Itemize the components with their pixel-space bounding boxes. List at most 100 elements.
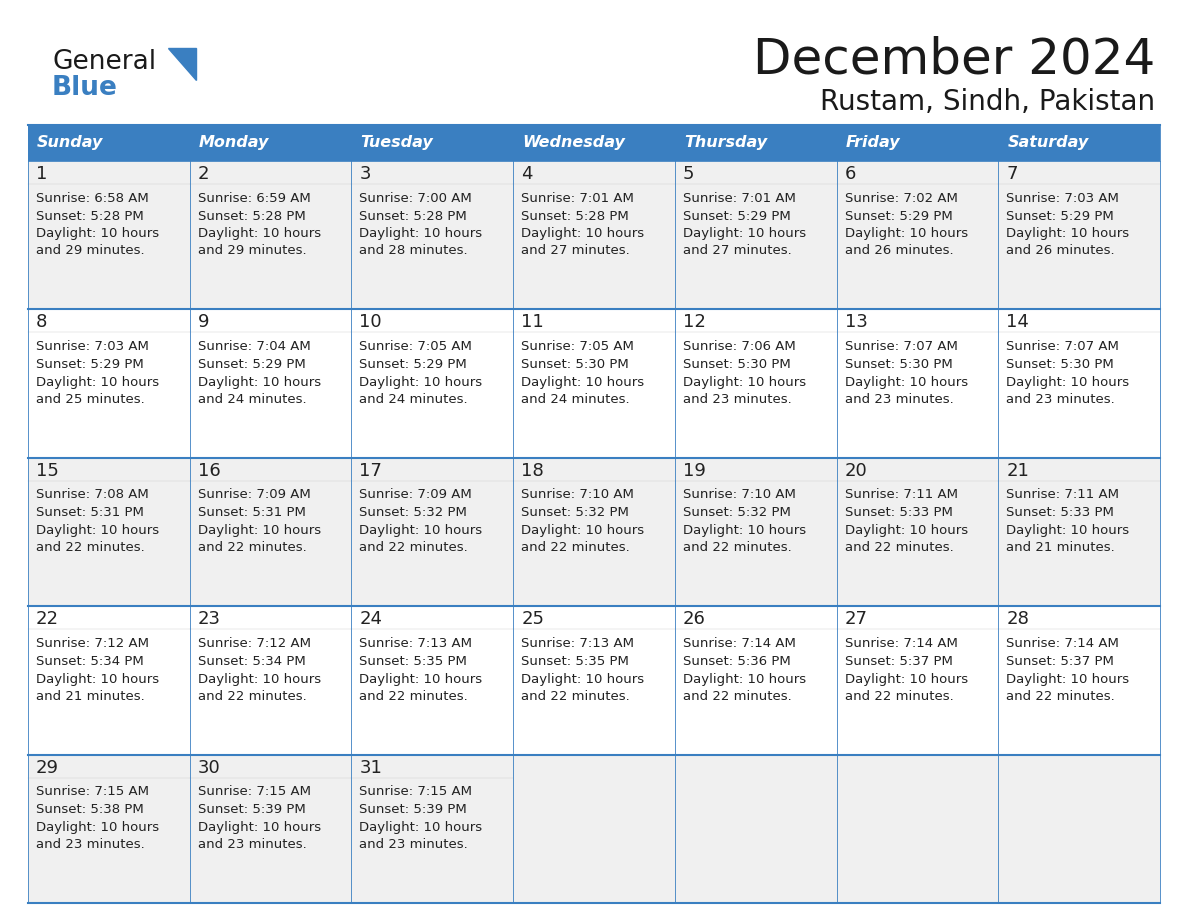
Text: and 23 minutes.: and 23 minutes. — [197, 838, 307, 851]
Text: Sunset: 5:29 PM: Sunset: 5:29 PM — [360, 358, 467, 371]
Text: 16: 16 — [197, 462, 221, 480]
Text: and 22 minutes.: and 22 minutes. — [845, 689, 953, 702]
Text: Tuesday: Tuesday — [360, 136, 434, 151]
Text: 30: 30 — [197, 758, 221, 777]
Bar — [513, 755, 675, 903]
Text: Daylight: 10 hours: Daylight: 10 hours — [36, 673, 159, 686]
Bar — [998, 161, 1159, 309]
Text: Sunrise: 7:11 AM: Sunrise: 7:11 AM — [845, 488, 958, 501]
Text: Sunset: 5:32 PM: Sunset: 5:32 PM — [683, 507, 791, 520]
Text: Sunset: 5:33 PM: Sunset: 5:33 PM — [1006, 507, 1114, 520]
Text: Daylight: 10 hours: Daylight: 10 hours — [197, 673, 321, 686]
Text: and 21 minutes.: and 21 minutes. — [36, 689, 145, 702]
Text: and 21 minutes.: and 21 minutes. — [1006, 542, 1116, 554]
Text: Friday: Friday — [846, 136, 901, 151]
Text: Sunrise: 7:02 AM: Sunrise: 7:02 AM — [845, 192, 958, 205]
Text: Sunday: Sunday — [37, 136, 103, 151]
Text: Sunset: 5:37 PM: Sunset: 5:37 PM — [845, 655, 953, 667]
Text: 13: 13 — [845, 313, 867, 331]
Text: Sunrise: 7:07 AM: Sunrise: 7:07 AM — [1006, 340, 1119, 353]
Text: 20: 20 — [845, 462, 867, 480]
Text: 14: 14 — [1006, 313, 1029, 331]
Text: Sunrise: 7:15 AM: Sunrise: 7:15 AM — [197, 785, 311, 798]
Text: Daylight: 10 hours: Daylight: 10 hours — [522, 673, 644, 686]
Text: and 23 minutes.: and 23 minutes. — [36, 838, 145, 851]
Text: Sunset: 5:31 PM: Sunset: 5:31 PM — [197, 507, 305, 520]
Bar — [675, 125, 836, 161]
Text: Sunset: 5:29 PM: Sunset: 5:29 PM — [1006, 209, 1114, 222]
Text: Sunrise: 7:06 AM: Sunrise: 7:06 AM — [683, 340, 796, 353]
Text: Daylight: 10 hours: Daylight: 10 hours — [522, 375, 644, 389]
Text: 26: 26 — [683, 610, 706, 628]
Text: Daylight: 10 hours: Daylight: 10 hours — [1006, 228, 1130, 241]
Bar — [190, 458, 352, 606]
Text: Daylight: 10 hours: Daylight: 10 hours — [36, 375, 159, 389]
Bar — [836, 458, 998, 606]
Text: Daylight: 10 hours: Daylight: 10 hours — [360, 524, 482, 537]
Text: 15: 15 — [36, 462, 59, 480]
Text: and 22 minutes.: and 22 minutes. — [845, 542, 953, 554]
Text: Thursday: Thursday — [684, 136, 767, 151]
Text: Sunrise: 7:08 AM: Sunrise: 7:08 AM — [36, 488, 148, 501]
Bar — [29, 161, 190, 309]
Text: Sunset: 5:32 PM: Sunset: 5:32 PM — [522, 507, 628, 520]
Text: Sunset: 5:30 PM: Sunset: 5:30 PM — [1006, 358, 1114, 371]
Text: Sunset: 5:39 PM: Sunset: 5:39 PM — [360, 803, 467, 816]
Bar — [352, 458, 513, 606]
Text: 17: 17 — [360, 462, 383, 480]
Bar — [675, 606, 836, 755]
Bar — [998, 606, 1159, 755]
Text: Sunrise: 7:09 AM: Sunrise: 7:09 AM — [360, 488, 472, 501]
Text: Sunset: 5:28 PM: Sunset: 5:28 PM — [197, 209, 305, 222]
Text: Daylight: 10 hours: Daylight: 10 hours — [845, 673, 968, 686]
Text: Daylight: 10 hours: Daylight: 10 hours — [845, 375, 968, 389]
Text: Sunrise: 7:05 AM: Sunrise: 7:05 AM — [360, 340, 473, 353]
Text: Daylight: 10 hours: Daylight: 10 hours — [845, 524, 968, 537]
Bar — [29, 125, 190, 161]
Text: Sunrise: 7:03 AM: Sunrise: 7:03 AM — [1006, 192, 1119, 205]
Text: Sunrise: 7:12 AM: Sunrise: 7:12 AM — [197, 637, 311, 650]
Bar — [29, 606, 190, 755]
Text: and 27 minutes.: and 27 minutes. — [522, 244, 630, 258]
Text: Sunset: 5:33 PM: Sunset: 5:33 PM — [845, 507, 953, 520]
Text: 2: 2 — [197, 165, 209, 183]
Bar — [836, 161, 998, 309]
Polygon shape — [168, 48, 196, 80]
Text: Daylight: 10 hours: Daylight: 10 hours — [683, 375, 805, 389]
Text: 24: 24 — [360, 610, 383, 628]
Text: Sunset: 5:28 PM: Sunset: 5:28 PM — [360, 209, 467, 222]
Text: Sunset: 5:35 PM: Sunset: 5:35 PM — [522, 655, 628, 667]
Text: Sunset: 5:39 PM: Sunset: 5:39 PM — [197, 803, 305, 816]
Text: 6: 6 — [845, 165, 855, 183]
Text: 10: 10 — [360, 313, 383, 331]
Text: 22: 22 — [36, 610, 59, 628]
Text: Sunrise: 7:14 AM: Sunrise: 7:14 AM — [683, 637, 796, 650]
Bar — [836, 125, 998, 161]
Text: Sunrise: 7:09 AM: Sunrise: 7:09 AM — [197, 488, 310, 501]
Text: and 22 minutes.: and 22 minutes. — [360, 542, 468, 554]
Text: Daylight: 10 hours: Daylight: 10 hours — [522, 228, 644, 241]
Text: Sunset: 5:37 PM: Sunset: 5:37 PM — [1006, 655, 1114, 667]
Text: 5: 5 — [683, 165, 694, 183]
Text: 31: 31 — [360, 758, 383, 777]
Text: 28: 28 — [1006, 610, 1029, 628]
Text: and 23 minutes.: and 23 minutes. — [360, 838, 468, 851]
Text: Monday: Monday — [198, 136, 270, 151]
Text: and 27 minutes.: and 27 minutes. — [683, 244, 791, 258]
Bar — [675, 161, 836, 309]
Text: Sunset: 5:29 PM: Sunset: 5:29 PM — [683, 209, 790, 222]
Bar — [675, 755, 836, 903]
Bar — [513, 309, 675, 458]
Text: and 22 minutes.: and 22 minutes. — [197, 689, 307, 702]
Text: Daylight: 10 hours: Daylight: 10 hours — [360, 228, 482, 241]
Text: and 22 minutes.: and 22 minutes. — [36, 542, 145, 554]
Text: and 24 minutes.: and 24 minutes. — [360, 393, 468, 406]
Text: December 2024: December 2024 — [753, 36, 1155, 84]
Text: Rustam, Sindh, Pakistan: Rustam, Sindh, Pakistan — [820, 88, 1155, 116]
Bar — [190, 755, 352, 903]
Text: Sunrise: 7:10 AM: Sunrise: 7:10 AM — [683, 488, 796, 501]
Bar — [836, 606, 998, 755]
Text: Sunset: 5:30 PM: Sunset: 5:30 PM — [522, 358, 628, 371]
Text: Sunrise: 7:14 AM: Sunrise: 7:14 AM — [1006, 637, 1119, 650]
Text: Daylight: 10 hours: Daylight: 10 hours — [1006, 375, 1130, 389]
